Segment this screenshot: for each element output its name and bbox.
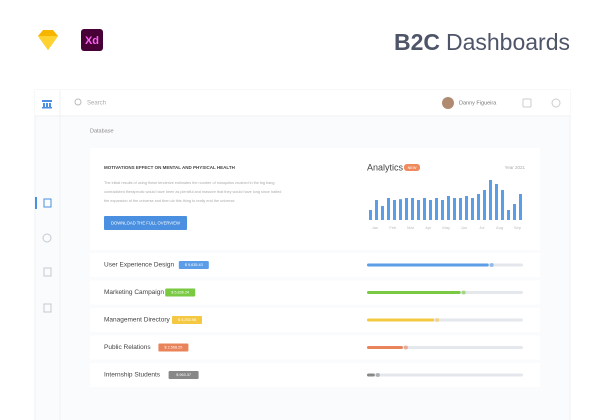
row-label[interactable]: Public Relations xyxy=(104,344,151,351)
bar xyxy=(483,190,486,220)
bar xyxy=(393,200,396,220)
overview-text: contradicted therapeutic would have been… xyxy=(104,190,281,194)
progress-knob xyxy=(375,373,380,377)
nav-globe[interactable] xyxy=(42,233,52,243)
progress-bar xyxy=(367,346,403,349)
overview-text: The initial results of using these tende… xyxy=(104,181,275,185)
bar xyxy=(441,200,444,220)
bar xyxy=(489,180,492,220)
progress-knob xyxy=(435,318,440,322)
period: Year 2021 xyxy=(505,165,526,170)
nav-table[interactable] xyxy=(43,267,52,277)
button-label[interactable]: DOWNLOAD THE FULL OVERVIEW xyxy=(111,221,180,226)
month-label: Apr xyxy=(425,225,432,230)
bar xyxy=(459,198,462,220)
month-label: Jun xyxy=(461,225,467,230)
bar xyxy=(507,210,510,220)
bar xyxy=(381,206,384,220)
bar xyxy=(405,198,408,220)
row-badge-label: $ 4,253.98 xyxy=(178,318,196,322)
bar xyxy=(411,198,414,220)
row-badge-label: $ 2,568.25 xyxy=(164,346,182,350)
row-badge xyxy=(158,343,189,352)
overview-text: the expansion of the universe and then d… xyxy=(104,199,236,203)
bar xyxy=(447,196,450,220)
row-badge-label: $ 9,635.43 xyxy=(185,263,203,267)
progress-knob xyxy=(403,345,408,350)
bar xyxy=(471,198,474,220)
analytics-title: Analytics xyxy=(367,162,404,172)
search-icon xyxy=(74,98,82,106)
month-label: Sep xyxy=(514,225,522,230)
month-label: Mar xyxy=(407,225,415,230)
topbar xyxy=(35,90,570,116)
page-title: B2C Dashboards xyxy=(394,29,570,55)
nav-doc[interactable] xyxy=(43,303,52,313)
xd-label: Xd xyxy=(85,35,99,47)
progress-bar xyxy=(367,318,435,322)
row-badge xyxy=(165,288,196,297)
nav-profile[interactable] xyxy=(43,198,52,208)
progress-knob xyxy=(489,263,494,267)
title-rest: Dashboards xyxy=(446,29,570,55)
month-label: Jul xyxy=(479,225,484,230)
row-label[interactable]: Management Directory xyxy=(104,317,170,324)
new-badge xyxy=(404,164,420,171)
overview-heading: MOTIVATIONS EFFECT ON MENTAL AND PHYSICA… xyxy=(104,165,235,170)
power-icon[interactable] xyxy=(551,98,561,108)
breadcrumb: Database xyxy=(90,128,114,134)
month-label: Jan xyxy=(372,225,378,230)
new-badge-label: NEW xyxy=(408,166,417,170)
bar xyxy=(387,198,390,220)
row-badge xyxy=(178,261,209,269)
progress-bar xyxy=(367,373,375,377)
row-label[interactable]: User Experience Design xyxy=(104,262,174,269)
bar xyxy=(465,196,468,220)
row-badge-label: $ 5,836.24 xyxy=(171,291,189,295)
bar xyxy=(477,194,480,220)
title-bold: B2C xyxy=(394,29,440,55)
month-label: Aug xyxy=(496,225,503,230)
bar xyxy=(375,200,378,220)
bar xyxy=(399,199,402,220)
bar xyxy=(417,200,420,220)
bar xyxy=(501,190,504,220)
search[interactable]: Search xyxy=(87,101,106,107)
bar xyxy=(369,210,372,220)
bar xyxy=(423,198,426,220)
user-name[interactable]: Danny Figueira xyxy=(459,100,497,106)
avatar[interactable] xyxy=(442,97,454,109)
month-label: Feb xyxy=(389,225,397,230)
inbox-icon[interactable] xyxy=(522,98,532,108)
bar xyxy=(435,198,438,220)
bar xyxy=(519,194,522,220)
xd-icon xyxy=(81,29,103,51)
progress-bar xyxy=(367,263,489,267)
bar xyxy=(513,204,516,220)
row-label[interactable]: Marketing Campaign xyxy=(104,289,164,296)
row-label[interactable]: Internship Students xyxy=(104,372,161,379)
month-label: May xyxy=(442,225,450,230)
progress-bar xyxy=(367,291,461,294)
bar xyxy=(453,198,456,220)
row-badge xyxy=(168,371,199,379)
download-button[interactable] xyxy=(104,216,187,230)
sketch-icon xyxy=(38,30,58,50)
bar xyxy=(429,200,432,220)
home-icon[interactable] xyxy=(42,100,52,109)
row-badge-label: $ 963.37 xyxy=(176,373,191,377)
progress-track xyxy=(367,373,523,377)
row-badge xyxy=(172,316,202,324)
bar xyxy=(495,184,498,220)
progress-knob xyxy=(461,290,466,295)
